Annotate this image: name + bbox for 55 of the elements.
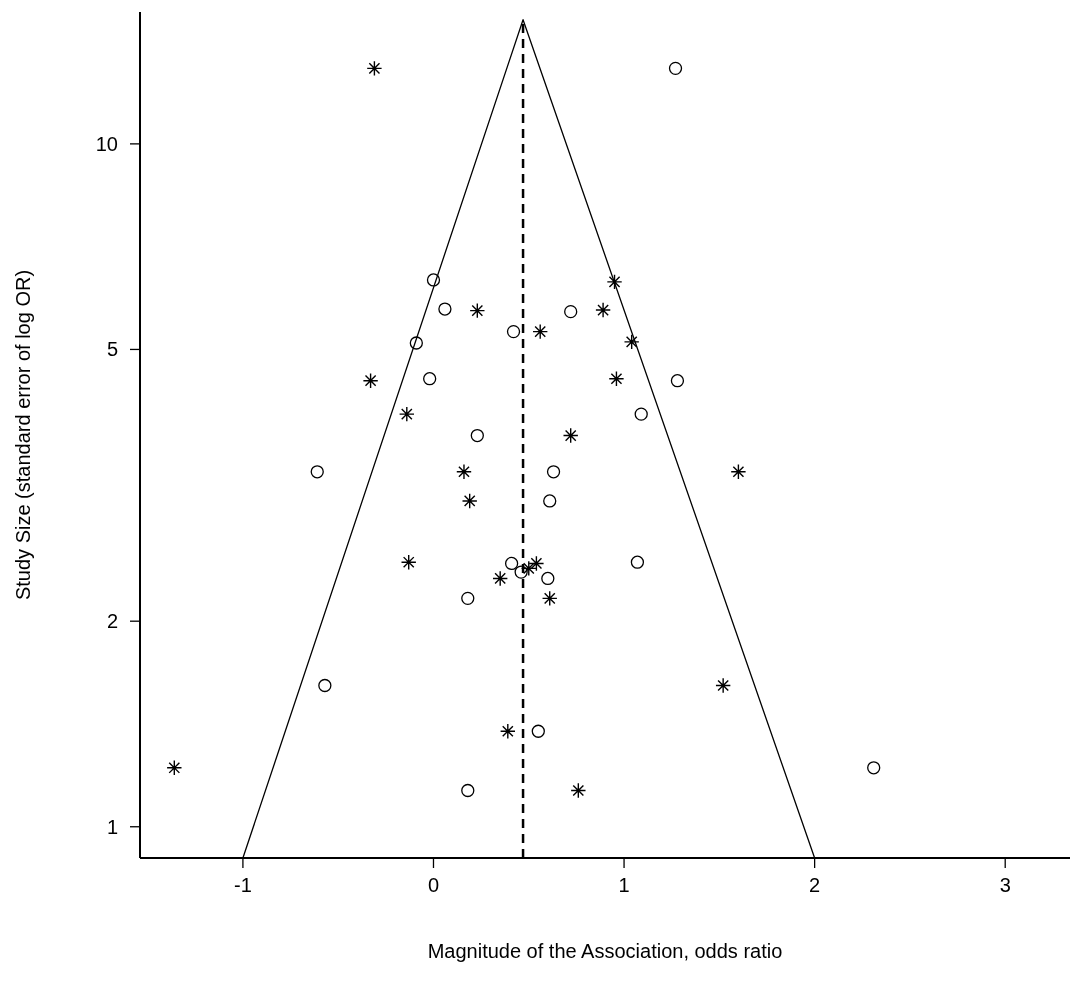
point bbox=[562, 427, 579, 444]
point bbox=[595, 302, 611, 318]
point bbox=[423, 372, 437, 386]
point bbox=[670, 374, 685, 388]
point bbox=[520, 560, 537, 577]
point bbox=[362, 372, 379, 389]
x-tick-label: 0 bbox=[427, 874, 440, 896]
point bbox=[438, 302, 452, 316]
point bbox=[630, 555, 645, 569]
point bbox=[426, 273, 441, 287]
point bbox=[504, 556, 519, 571]
x-tick-label: 1 bbox=[618, 874, 630, 896]
point bbox=[730, 463, 747, 480]
point bbox=[528, 555, 545, 572]
x-tick-label: 2 bbox=[809, 874, 821, 896]
y-tick-label: 5 bbox=[106, 338, 118, 361]
point bbox=[546, 465, 561, 479]
y-tick-label: 10 bbox=[95, 132, 118, 155]
point bbox=[623, 333, 640, 350]
point bbox=[541, 571, 555, 586]
point bbox=[506, 324, 521, 339]
point bbox=[606, 273, 623, 290]
point bbox=[366, 60, 383, 77]
point bbox=[668, 61, 683, 76]
point bbox=[461, 783, 475, 798]
point bbox=[531, 724, 545, 738]
point bbox=[492, 570, 509, 587]
point bbox=[400, 554, 417, 571]
point bbox=[409, 336, 423, 350]
point bbox=[461, 591, 475, 606]
y-tick-label: 2 bbox=[106, 610, 118, 633]
point bbox=[532, 323, 549, 340]
x-tick-label: -1 bbox=[234, 874, 252, 896]
point bbox=[867, 761, 881, 775]
y-axis-title: Study Size (standard error of log OR) bbox=[12, 269, 34, 601]
point bbox=[608, 370, 625, 387]
point bbox=[166, 759, 183, 776]
point bbox=[564, 304, 578, 319]
point bbox=[570, 782, 587, 799]
point bbox=[456, 463, 472, 480]
point bbox=[514, 565, 528, 579]
point bbox=[310, 465, 324, 479]
point bbox=[715, 677, 732, 694]
y-tick-label: 1 bbox=[106, 815, 118, 838]
point bbox=[470, 428, 484, 443]
x-tick-label: 3 bbox=[999, 874, 1011, 896]
point bbox=[461, 493, 478, 509]
point bbox=[634, 407, 648, 421]
point bbox=[499, 723, 516, 740]
point bbox=[541, 590, 558, 607]
point bbox=[469, 302, 486, 319]
x-axis-title: Magnitude of the Association, odds ratio bbox=[427, 940, 783, 962]
point bbox=[398, 406, 415, 423]
point bbox=[543, 494, 557, 508]
point bbox=[318, 678, 332, 693]
